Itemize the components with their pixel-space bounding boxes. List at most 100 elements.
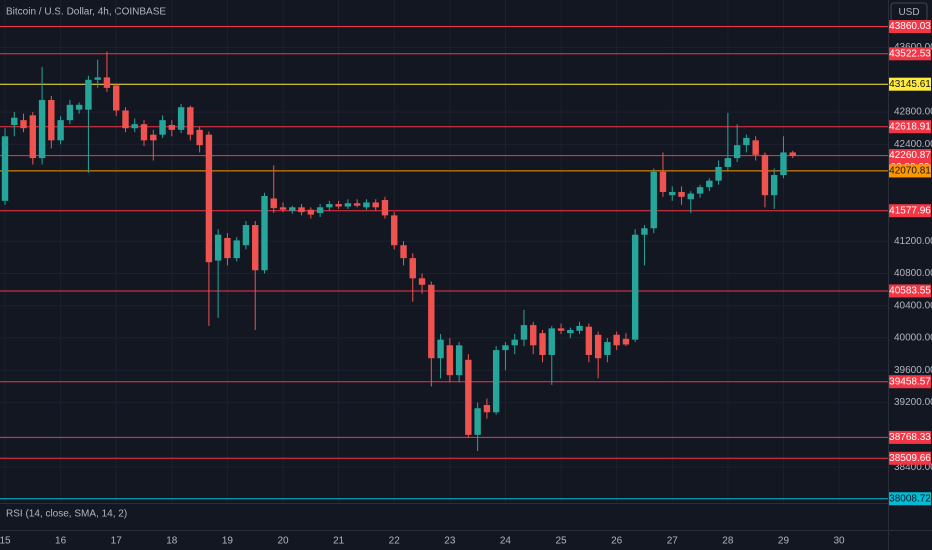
x-tick-label: 28 xyxy=(722,536,734,547)
x-tick-label: 26 xyxy=(611,536,623,547)
price-label-box xyxy=(889,20,931,34)
candle-body xyxy=(94,77,101,80)
x-tick-label: 30 xyxy=(834,536,846,547)
candle-body xyxy=(465,359,472,435)
candle-body xyxy=(409,258,416,279)
candle-body xyxy=(483,405,491,413)
price-label-box xyxy=(889,430,931,444)
candle-body xyxy=(1,136,9,201)
candle-body xyxy=(242,225,250,246)
candle-body xyxy=(752,140,759,155)
candle-body xyxy=(131,124,138,129)
candle-body xyxy=(548,328,555,355)
candle-body xyxy=(20,120,27,129)
candle-body xyxy=(187,107,194,135)
candle-body xyxy=(724,158,732,167)
candle-body xyxy=(650,171,657,229)
candle-body xyxy=(29,115,37,159)
candle-body xyxy=(455,345,463,376)
x-tick-label: 16 xyxy=(55,536,67,547)
chart-title: Bitcoin / U.S. Dollar, 4h, COINBASE xyxy=(6,7,166,18)
price-label-box xyxy=(889,492,931,506)
x-tick-label: 27 xyxy=(667,536,679,547)
y-tick-label: 39600.00 xyxy=(894,365,932,376)
x-tick-label: 18 xyxy=(166,536,178,547)
price-label-box xyxy=(889,120,931,134)
candle-body xyxy=(316,207,324,213)
candle-body xyxy=(11,117,18,125)
candle-body xyxy=(446,345,454,376)
candle-body xyxy=(557,328,565,331)
candle-body xyxy=(103,77,111,88)
candle-body xyxy=(576,325,583,331)
price-label: 38509.66 xyxy=(889,453,931,464)
candle-body xyxy=(659,171,667,192)
x-tick-label: 29 xyxy=(778,536,790,547)
candle-body xyxy=(38,99,46,159)
x-tick-label: 20 xyxy=(277,536,289,547)
x-tick-label: 23 xyxy=(444,536,456,547)
candle-body xyxy=(372,202,379,208)
price-label: 41577.96 xyxy=(889,205,931,216)
candle-body xyxy=(594,334,602,359)
candle-body xyxy=(530,325,537,346)
candle-body xyxy=(168,124,176,130)
candle-body xyxy=(344,203,352,207)
candle-body xyxy=(669,191,676,196)
price-label: 43522.53 xyxy=(889,48,931,59)
y-tick-label: 42800.00 xyxy=(894,107,932,118)
candle-body xyxy=(252,225,259,271)
grid xyxy=(0,0,888,502)
price-label-box xyxy=(889,204,931,218)
candle-body xyxy=(261,196,268,271)
candle-body xyxy=(780,152,787,176)
candle-body xyxy=(715,166,722,181)
candle-body xyxy=(418,278,426,285)
y-tick-label: 40000.00 xyxy=(894,333,932,344)
x-tick-label: 22 xyxy=(389,536,401,547)
candle-body xyxy=(381,200,389,216)
price-label: 43860.03 xyxy=(889,21,931,32)
candle-body xyxy=(353,203,361,206)
candle-body xyxy=(585,326,593,355)
price-label: 42618.91 xyxy=(889,121,931,132)
candle-body xyxy=(567,329,574,334)
candle-body xyxy=(770,175,778,196)
candle-body xyxy=(391,215,398,246)
price-label-box xyxy=(889,77,931,91)
candle-body xyxy=(307,209,315,215)
candle-body xyxy=(150,134,157,141)
candle-body xyxy=(335,204,342,207)
candle-body xyxy=(159,120,166,135)
candle-body xyxy=(57,120,64,141)
candle-body xyxy=(474,408,481,435)
candle-body xyxy=(622,338,630,345)
candle-body xyxy=(492,350,500,413)
candle-body xyxy=(789,152,796,156)
candle-body xyxy=(511,339,518,346)
price-label-box xyxy=(889,164,931,178)
currency-label[interactable]: USD xyxy=(898,7,919,18)
candle-body xyxy=(631,234,639,340)
y-tick-label: 39200.00 xyxy=(894,397,932,408)
x-tick-label: 21 xyxy=(333,536,345,547)
candle-body xyxy=(706,180,713,188)
y-tick-label: 42400.00 xyxy=(894,139,932,150)
price-lines xyxy=(0,26,888,500)
candle-body xyxy=(641,228,648,235)
y-tick-label: 40400.00 xyxy=(894,300,932,311)
x-tick-label: 19 xyxy=(222,536,234,547)
candle-body xyxy=(502,345,509,351)
axes: 38400.00 39200.00 39600.00 40000.00 40400.00… xyxy=(0,20,932,547)
x-tick-label: 25 xyxy=(555,536,567,547)
candle-body xyxy=(613,334,620,346)
candle-body xyxy=(604,342,611,355)
candle-body xyxy=(743,137,750,146)
candle-body xyxy=(298,207,305,213)
price-label: 38768.33 xyxy=(889,432,931,443)
candle-body xyxy=(140,124,148,141)
candle-body xyxy=(733,145,741,159)
candle-body xyxy=(66,104,74,121)
price-label: 42260.87 xyxy=(889,150,931,161)
